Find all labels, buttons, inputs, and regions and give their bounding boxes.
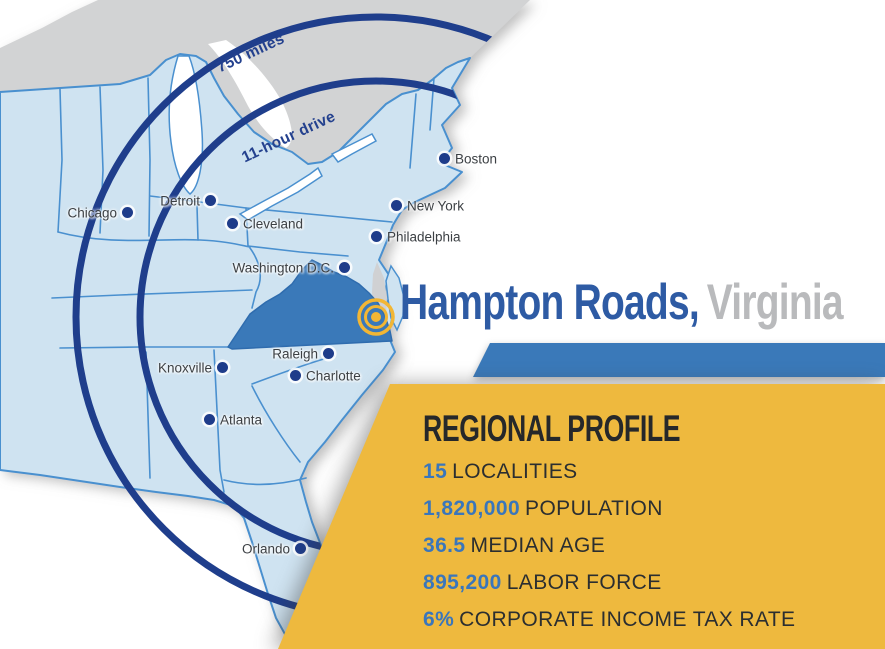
city-dot: [371, 231, 382, 242]
city-washington-dc: Washington D.C.: [232, 260, 350, 275]
stat-value: 1,820,000: [423, 497, 521, 520]
city-charlotte: Charlotte: [290, 368, 361, 383]
city-boston: Boston: [439, 151, 497, 166]
stat-localities: 15 LOCALITIES: [423, 461, 578, 482]
city-dot: [295, 543, 306, 554]
stat-label: POPULATION: [525, 497, 663, 520]
city-dot: [439, 153, 450, 164]
lake-huron: [208, 40, 292, 148]
hampton-roads-marker-icon: [357, 298, 395, 336]
lake-ontario: [330, 133, 378, 163]
city-dot: [323, 348, 334, 359]
city-cleveland: Cleveland: [227, 216, 303, 231]
city-philadelphia: Philadelphia: [371, 229, 461, 244]
city-dot: [205, 195, 216, 206]
stat-value: 6%: [423, 608, 455, 631]
city-label: Boston: [455, 151, 498, 166]
city-orlando: Orlando: [242, 541, 306, 556]
stat-value: 36.5: [423, 534, 466, 557]
lake-erie: [238, 166, 323, 221]
stat-label: CORPORATE INCOME TAX RATE: [459, 608, 796, 631]
stat-value: 15: [423, 460, 448, 483]
city-atlanta: Atlanta: [204, 412, 262, 427]
city-detroit: Detroit: [160, 193, 216, 208]
city-label: Charlotte: [306, 368, 361, 383]
city-raleigh: Raleigh: [272, 346, 334, 361]
city-dot: [290, 370, 301, 381]
city-label: Atlanta: [220, 412, 263, 427]
city-label: Chicago: [67, 205, 117, 220]
title-region: Hampton Roads,: [400, 274, 700, 330]
stat-label: LOCALITIES: [452, 460, 578, 483]
stat-label: MEDIAN AGE: [470, 534, 606, 557]
city-dot: [339, 262, 350, 273]
stat-label: LABOR FORCE: [506, 571, 662, 594]
city-label: Philadelphia: [387, 229, 461, 244]
stat-value: 895,200: [423, 571, 502, 594]
city-dot: [217, 362, 228, 373]
city-label: Knoxville: [157, 360, 212, 375]
city-label: Cleveland: [243, 216, 304, 231]
stat-labor-force: 895,200 LABOR FORCE: [423, 572, 662, 593]
regional-profile-panel: REGIONAL PROFILE 15 LOCALITIES 1,820,000 P…: [278, 384, 885, 649]
city-label: Raleigh: [272, 346, 318, 361]
city-dot: [204, 414, 215, 425]
city-chicago: Chicago: [67, 205, 133, 220]
city-label: New York: [407, 198, 465, 213]
city-dot: [122, 207, 133, 218]
accent-stripe: [473, 343, 885, 377]
city-dot: [227, 218, 238, 229]
stat-corporate-tax: 6% CORPORATE INCOME TAX RATE: [423, 609, 795, 630]
stat-population: 1,820,000 POPULATION: [423, 498, 663, 519]
city-knoxville: Knoxville: [158, 360, 228, 375]
city-label: Detroit: [160, 193, 200, 208]
stat-median-age: 36.5 MEDIAN AGE: [423, 535, 605, 556]
title-state: Virginia: [706, 274, 844, 330]
profile-heading: REGIONAL PROFILE: [423, 408, 681, 449]
city-new-york: New York: [391, 198, 464, 213]
delmarva-peninsula: [385, 264, 405, 332]
city-label: Orlando: [241, 541, 290, 556]
virginia-state: [227, 259, 393, 350]
city-dot: [391, 200, 402, 211]
page-title: Hampton Roads, Virginia: [400, 274, 844, 330]
city-label: Washington D.C.: [232, 260, 334, 275]
